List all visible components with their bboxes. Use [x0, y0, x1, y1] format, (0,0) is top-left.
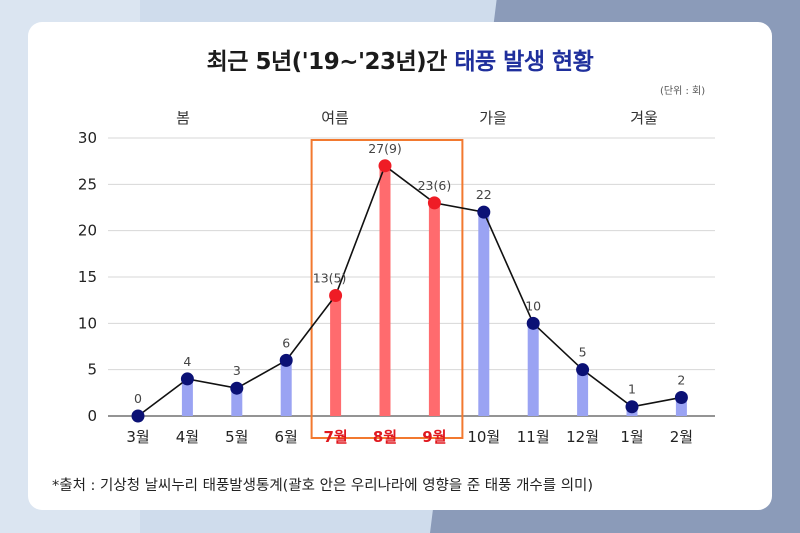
data-point	[625, 400, 639, 414]
bar	[478, 212, 490, 416]
data-point	[279, 353, 293, 367]
data-label: 0	[134, 391, 142, 406]
highlight-box	[310, 139, 464, 439]
bar	[181, 378, 193, 416]
bar	[330, 295, 342, 416]
bar	[577, 369, 589, 416]
data-point	[131, 409, 145, 423]
data-label: 5	[579, 345, 587, 360]
y-tick-label: 15	[78, 268, 97, 286]
data-label: 3	[233, 363, 241, 378]
trend-line	[137, 164, 682, 417]
y-tick-label: 20	[78, 222, 97, 240]
bar	[527, 323, 539, 416]
bar	[280, 360, 292, 416]
y-tick-label: 10	[78, 314, 97, 332]
data-label: 2	[677, 372, 685, 387]
bar	[675, 397, 687, 416]
data-label: 23(6)	[418, 178, 452, 193]
title-main: 최근 5년('19~'23년)간	[206, 49, 455, 75]
data-point	[230, 381, 244, 395]
season-label: 겨울	[630, 109, 658, 127]
bar	[231, 388, 243, 416]
x-tick-label: 4월	[176, 428, 199, 446]
unit-label: (단위 : 회)	[660, 86, 706, 97]
y-tick-label: 0	[87, 407, 97, 425]
data-label: 4	[183, 354, 191, 369]
x-tick-label: 2월	[670, 428, 693, 446]
data-point	[427, 196, 441, 210]
chart-card	[28, 22, 772, 510]
x-tick-label: 7월	[323, 428, 347, 446]
y-tick-label: 25	[78, 175, 97, 193]
title-accent: 태풍 발생 현황	[454, 49, 594, 75]
x-tick-label: 8월	[373, 428, 397, 446]
chart-title: 최근 5년('19~'23년)간 태풍 발생 현황	[0, 42, 800, 76]
season-label: 가을	[479, 109, 507, 127]
bar	[379, 165, 391, 416]
data-point	[526, 316, 540, 330]
x-tick-label: 6월	[275, 428, 298, 446]
x-tick-label: 1월	[620, 428, 643, 446]
season-label: 여름	[321, 109, 349, 127]
data-point	[378, 159, 392, 173]
data-label: 10	[525, 298, 541, 313]
season-label: 봄	[176, 109, 190, 127]
x-tick-label: 5월	[225, 428, 248, 446]
x-tick-label: 12월	[566, 428, 599, 446]
data-point	[477, 205, 491, 219]
data-label: 27(9)	[368, 141, 402, 156]
source-footnote: *출처 : 기상청 날씨누리 태풍발생통계(괄호 안은 우리나라에 영향을 준 …	[52, 478, 594, 494]
data-label: 1	[628, 382, 636, 397]
y-tick-label: 5	[87, 361, 97, 379]
y-tick-label: 30	[78, 129, 97, 147]
x-tick-label: 3월	[126, 428, 149, 446]
data-point	[674, 390, 688, 404]
data-point	[329, 289, 343, 303]
data-label: 6	[282, 335, 290, 350]
data-label: 13(5)	[313, 271, 347, 286]
x-tick-label: 11월	[517, 428, 550, 446]
x-tick-label: 10월	[467, 428, 500, 446]
data-point	[576, 363, 590, 377]
data-point	[180, 372, 194, 386]
data-label: 22	[476, 187, 492, 202]
bar	[428, 202, 440, 416]
x-tick-label: 9월	[422, 428, 446, 446]
